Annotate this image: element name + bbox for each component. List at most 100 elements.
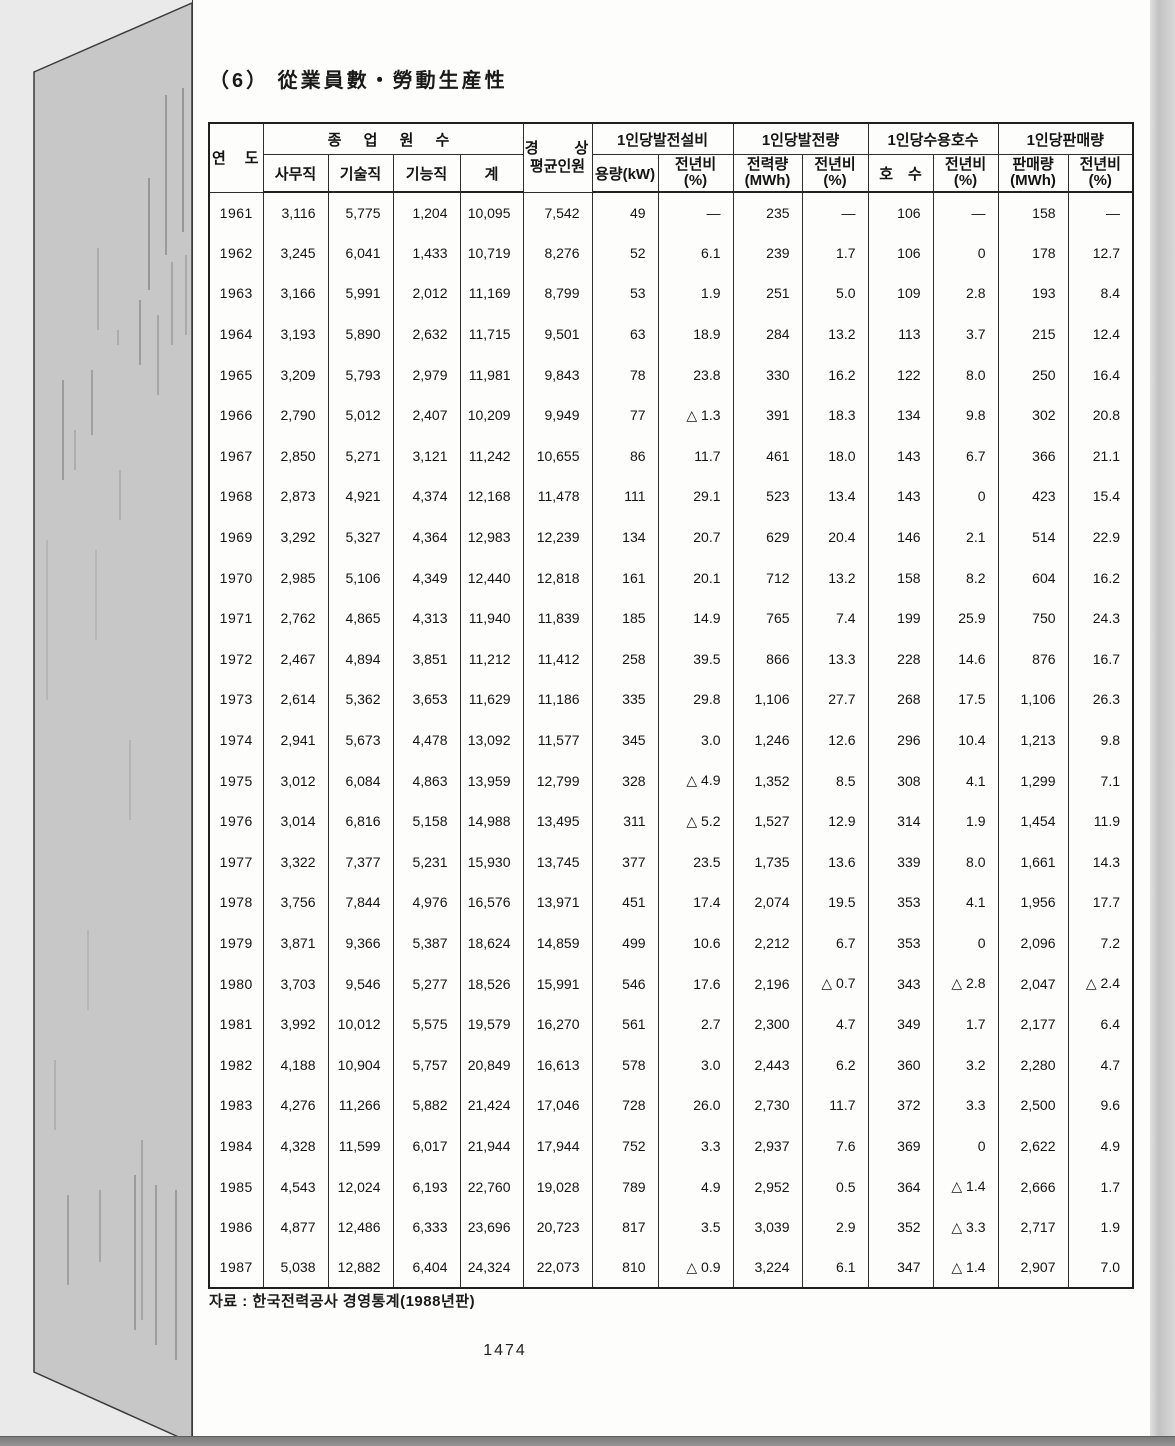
value-cell: 2,907 (997, 1247, 1069, 1289)
value-cell: 2,952 (732, 1166, 803, 1207)
value-cell: 1,956 (997, 882, 1069, 923)
document-page: （6） 從業員數・勞動生産性 연 도 종 업 원 수 경 상 평균인원 1인당 (192, 0, 1151, 1437)
value-cell: 523 (732, 476, 803, 517)
value-cell: 1,661 (997, 841, 1069, 883)
scan-bottom-edge (0, 1436, 1175, 1446)
value-cell: 24,324 (459, 1247, 524, 1289)
value-cell: 18.3 (801, 394, 869, 436)
value-cell: 19.5 (801, 882, 869, 923)
value-cell: 4,313 (392, 597, 460, 639)
value-cell: 20,723 (522, 1206, 593, 1248)
year-cell: 1980 (208, 963, 263, 1004)
value-cell: 13.6 (801, 841, 869, 883)
value-cell: 16.4 (1067, 354, 1134, 395)
year-cell: 1979 (208, 922, 263, 964)
value-cell: 7,377 (327, 841, 393, 883)
value-cell: 14,988 (459, 800, 524, 842)
value-cell: 161 (591, 557, 659, 598)
table-row: 1973 2,614 5,362 3,653 11,629 11,186 335 29.8 1,… (208, 679, 1134, 720)
book-edge-graphic (33, 1, 193, 1445)
value-cell: 215 (997, 313, 1069, 355)
year-cell: 1972 (208, 638, 263, 680)
value-cell: 1,204 (392, 192, 460, 233)
value-cell: 13,092 (459, 719, 524, 761)
value-cell: 7.2 (1067, 922, 1134, 964)
value-cell: 728 (591, 1085, 659, 1126)
value-cell: 78 (591, 354, 659, 395)
value-cell: 17.4 (657, 882, 734, 923)
value-cell: 4.7 (1067, 1044, 1134, 1086)
value-cell: 6,017 (392, 1125, 460, 1167)
value-cell: △ 1.4 (932, 1247, 999, 1289)
value-cell: 10,719 (459, 232, 524, 274)
value-cell: 86 (591, 435, 659, 477)
value-cell: 22.9 (1067, 516, 1134, 558)
value-cell: 20.4 (801, 516, 869, 558)
value-cell: 109 (867, 273, 934, 314)
value-cell: 8.0 (932, 841, 999, 883)
value-cell: — (657, 192, 734, 233)
value-cell: 1,106 (732, 679, 803, 720)
value-cell: △ 0.9 (657, 1247, 734, 1289)
value-cell: 106 (867, 192, 934, 233)
value-cell: 3.0 (657, 1044, 734, 1086)
value-cell: 4,877 (262, 1206, 328, 1248)
value-cell: 604 (997, 557, 1069, 598)
value-cell: 2,730 (732, 1085, 803, 1126)
value-cell: 11.7 (657, 435, 734, 477)
value-cell: 26.3 (1067, 679, 1134, 720)
value-cell: 353 (867, 882, 934, 923)
value-cell: 5,673 (327, 719, 393, 761)
value-cell: 10,209 (459, 394, 524, 436)
value-cell: 352 (867, 1206, 934, 1248)
table-row: 1962 3,245 6,041 1,433 10,719 8,276 52 6.1 239 1.… (208, 232, 1134, 274)
value-cell: 239 (732, 232, 803, 274)
value-cell: 3,322 (262, 841, 328, 883)
value-cell: 20.7 (657, 516, 734, 558)
value-cell: 258 (591, 638, 659, 680)
value-cell: 199 (867, 597, 934, 639)
value-cell: 4,364 (392, 516, 460, 558)
table-row: 1986 4,877 12,486 6,333 23,696 20,723 817 3.5 3,… (208, 1206, 1134, 1248)
year-cell: 1976 (208, 800, 263, 842)
table-row: 1981 3,992 10,012 5,575 19,579 16,270 561 2.7 2,… (208, 1003, 1134, 1045)
value-cell: 3,292 (262, 516, 328, 558)
value-cell: 16.7 (1067, 638, 1134, 680)
header-sales-yoy: 전년비 (%) (1067, 154, 1134, 193)
value-cell: 2,717 (997, 1206, 1069, 1248)
value-cell: 19,028 (522, 1166, 593, 1207)
value-cell: 0.5 (801, 1166, 869, 1207)
value-cell: 113 (867, 313, 934, 355)
value-cell: 21,944 (459, 1125, 524, 1167)
value-cell: 4,543 (262, 1166, 328, 1207)
table-row: 1983 4,276 11,266 5,882 21,424 17,046 728 26.0 2… (208, 1085, 1134, 1126)
value-cell: 52 (591, 232, 659, 274)
value-cell: 8,276 (522, 232, 593, 274)
year-cell: 1985 (208, 1166, 263, 1207)
value-cell: 629 (732, 516, 803, 558)
value-cell: 6,404 (392, 1247, 460, 1289)
header-ordinary-bottom: 평균인원 (529, 157, 586, 175)
value-cell: 12.4 (1067, 313, 1134, 355)
value-cell: 14.6 (932, 638, 999, 680)
year-cell: 1966 (208, 394, 263, 436)
value-cell: 9.8 (1067, 719, 1134, 761)
value-cell: 311 (591, 800, 659, 842)
value-cell: 5,387 (392, 922, 460, 964)
value-cell: 2,979 (392, 354, 460, 395)
value-cell: 8.2 (932, 557, 999, 598)
value-cell: 4,863 (392, 760, 460, 801)
value-cell: 16.2 (1067, 557, 1134, 598)
value-cell: 2,500 (997, 1085, 1069, 1126)
year-cell: 1963 (208, 273, 263, 314)
value-cell: 12,239 (522, 516, 593, 558)
value-cell: 12.6 (801, 719, 869, 761)
value-cell: 13.2 (801, 313, 869, 355)
header-group-customers: 1인당수용호수 (867, 123, 999, 155)
value-cell: 27.7 (801, 679, 869, 720)
value-cell: 3,193 (262, 313, 328, 355)
value-cell: 10.4 (932, 719, 999, 761)
year-cell: 1978 (208, 882, 263, 923)
value-cell: 4,894 (327, 638, 393, 680)
